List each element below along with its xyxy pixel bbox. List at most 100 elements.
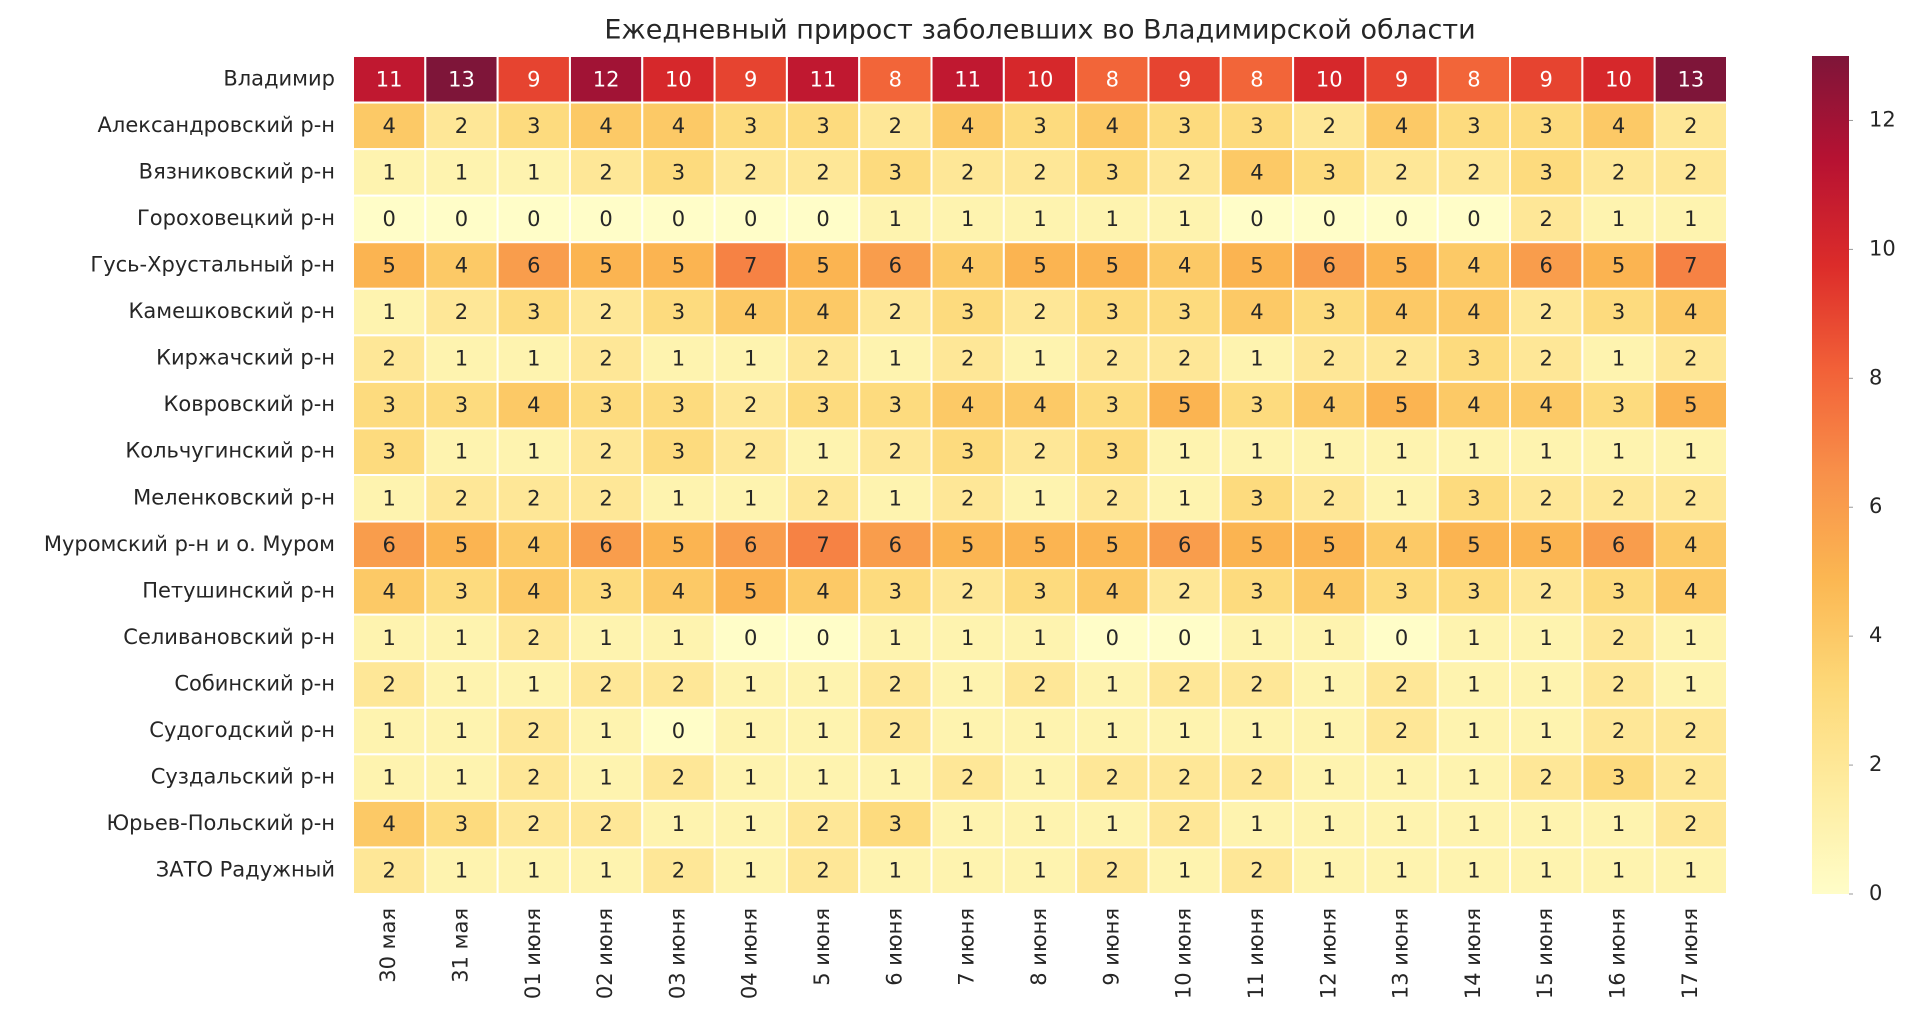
y-tick-label: Селивановский р-н: [123, 625, 335, 649]
cell-label: 1: [1033, 812, 1046, 836]
cell-label: 1: [672, 486, 685, 510]
cell-label: 1: [889, 486, 902, 510]
cell: [1002, 427, 1078, 477]
cell-label: 3: [1395, 579, 1408, 603]
cell: [1147, 194, 1222, 244]
cell-label: 6: [1323, 254, 1336, 278]
cell-label: 4: [599, 114, 612, 138]
cell-label: 2: [1323, 114, 1336, 138]
cell-label: 0: [1395, 626, 1408, 650]
cell-label: 1: [816, 719, 829, 743]
cell-label: 3: [527, 114, 540, 138]
cell-label: 1: [455, 859, 468, 883]
colorbar-tick-label: 10: [1869, 236, 1896, 260]
cell-label: 1: [1395, 766, 1408, 790]
cell-label: 2: [1250, 673, 1263, 697]
cell-label: 4: [1250, 300, 1263, 324]
cell: [424, 334, 499, 383]
cell: [568, 194, 644, 244]
cell: [352, 334, 427, 383]
cell-label: 2: [1684, 766, 1697, 790]
cell: [352, 380, 427, 430]
cell: [641, 520, 716, 570]
cell-label: 3: [1033, 579, 1046, 603]
cell: [1364, 148, 1439, 197]
y-tick-label: Муромский р-н и о. Муром: [44, 532, 335, 556]
y-tick-label: Судогодский р-н: [149, 718, 335, 742]
cell-label: 3: [816, 114, 829, 138]
cell-label: 1: [1033, 207, 1046, 231]
cell-label: 1: [455, 440, 468, 464]
cell: [496, 753, 571, 802]
cell: [496, 660, 571, 709]
cell-label: 6: [1178, 533, 1191, 557]
colorbar-tick-label: 0: [1869, 881, 1882, 905]
cell: [1436, 194, 1512, 244]
cell-label: 9: [527, 67, 540, 91]
cell: [1436, 520, 1512, 570]
cell-label: 2: [527, 766, 540, 790]
cell-label: 2: [1323, 486, 1336, 510]
cell: [1147, 753, 1222, 802]
cell-label: 1: [1323, 673, 1336, 697]
cell-label: 1: [455, 160, 468, 184]
cell-label: 2: [1467, 160, 1480, 184]
cell-label: 2: [1612, 673, 1625, 697]
cell-label: 1: [744, 486, 757, 510]
cell-label: 1: [744, 859, 757, 883]
cell-label: 2: [1178, 673, 1191, 697]
cell-label: 4: [1467, 254, 1480, 278]
cell-label: 2: [1178, 579, 1191, 603]
cell-label: 5: [1684, 393, 1697, 417]
cell: [930, 613, 1005, 663]
cell-label: 2: [599, 440, 612, 464]
cell-label: 2: [382, 347, 395, 371]
cell-label: 1: [889, 347, 902, 371]
x-tick-label: 10 июня: [1172, 908, 1196, 999]
cell: [1292, 427, 1367, 477]
cell-label: 1: [1178, 440, 1191, 464]
cell: [352, 55, 427, 104]
cell-label: 1: [1540, 626, 1553, 650]
cell: [1509, 334, 1584, 383]
cell: [1075, 753, 1150, 802]
cell-label: 1: [1323, 719, 1336, 743]
cell: [1075, 194, 1150, 244]
cell-label: 1: [1033, 486, 1046, 510]
cell-label: 2: [1033, 160, 1046, 184]
cell: [641, 241, 716, 290]
cell: [1581, 148, 1656, 197]
cell-label: 1: [1540, 719, 1553, 743]
cell-label: 0: [1395, 207, 1408, 231]
cell: [1581, 520, 1656, 570]
y-tick-label: Петушинский р-н: [142, 578, 335, 602]
cell-label: 11: [954, 67, 981, 91]
cell-label: 3: [1467, 486, 1480, 510]
cell-label: 5: [1250, 533, 1263, 557]
cell: [1653, 706, 1728, 756]
cell-label: 2: [961, 160, 974, 184]
cell: [1292, 334, 1367, 383]
cell: [1075, 474, 1150, 523]
cell-label: 4: [1467, 393, 1480, 417]
cell-label: 2: [527, 719, 540, 743]
cell: [1581, 660, 1656, 709]
cell-label: 1: [382, 719, 395, 743]
cell-label: 4: [1395, 533, 1408, 557]
cell-label: 2: [1178, 347, 1191, 371]
cell-label: 4: [744, 300, 757, 324]
cell-label: 2: [744, 440, 757, 464]
cell: [424, 194, 499, 244]
cell: [930, 660, 1005, 709]
cell-label: 2: [1684, 719, 1697, 743]
cell-label: 3: [1106, 300, 1119, 324]
cell-label: 3: [889, 579, 902, 603]
cell: [1292, 380, 1367, 430]
cell: [1653, 613, 1728, 663]
cell-label: 2: [1033, 300, 1046, 324]
cell: [713, 613, 788, 663]
cell: [785, 613, 861, 663]
cell-label: 2: [1106, 766, 1119, 790]
cell-label: 1: [816, 673, 829, 697]
cell-label: 1: [1467, 440, 1480, 464]
